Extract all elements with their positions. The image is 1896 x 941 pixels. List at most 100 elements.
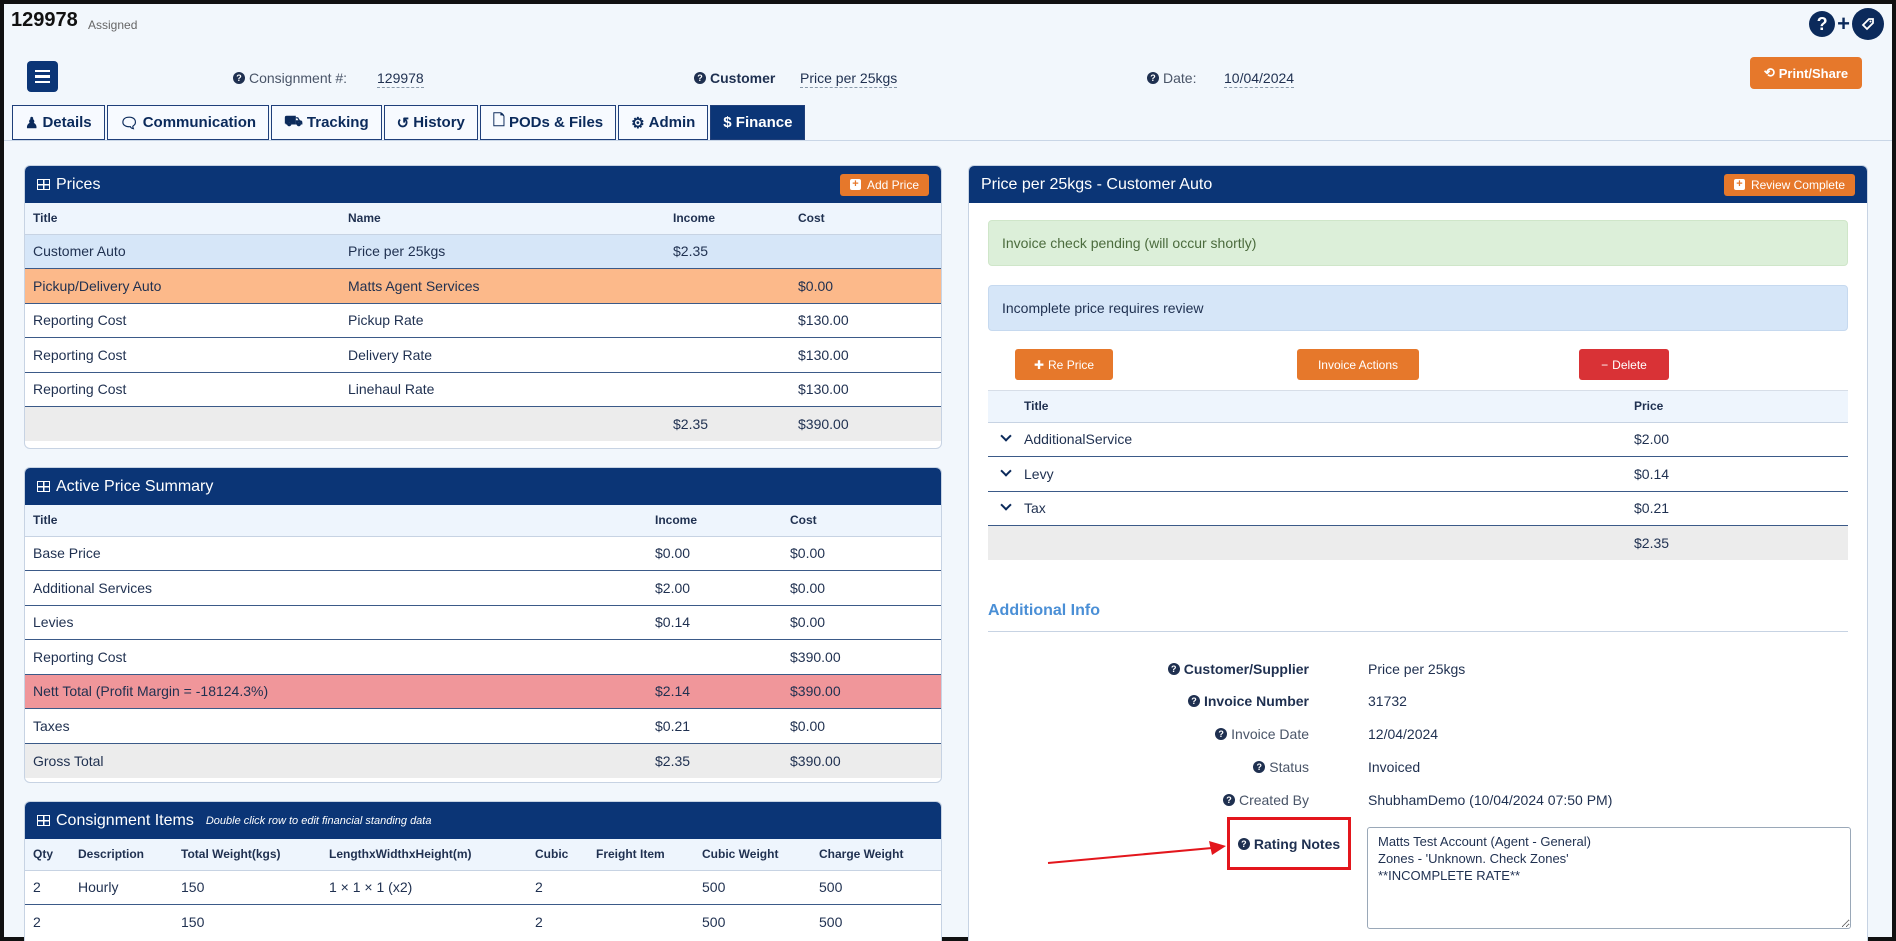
- column-header: LengthxWidthxHeight(m): [321, 839, 527, 871]
- plus-icon[interactable]: +: [1837, 11, 1850, 36]
- price-summary-header: Active Price Summary: [25, 468, 941, 505]
- table-row: Base Price $0.00 $0.00: [25, 536, 941, 571]
- table-row[interactable]: Reporting Cost Linehaul Rate $130.00: [25, 372, 941, 407]
- rating-notes-label: ? Rating Notes: [1227, 817, 1351, 870]
- table-row[interactable]: 2 Hourly 150 1 × 1 × 1 (x2) 2 500 500: [25, 870, 941, 905]
- menu-button[interactable]: [27, 61, 58, 92]
- history-icon: ↺: [396, 114, 410, 132]
- consignment-label: ? Consignment #:: [233, 70, 347, 86]
- items-subtitle: Double click row to edit financial stand…: [205, 814, 432, 827]
- column-header: Cubic Weight: [694, 839, 811, 871]
- file-icon: 🗋: [492, 112, 505, 129]
- table-icon: [37, 481, 50, 492]
- column-header: Cubic: [527, 839, 588, 871]
- column-header: Qty: [25, 839, 70, 871]
- minus-icon: −: [1601, 357, 1609, 372]
- truck-icon: ⛟: [284, 113, 303, 130]
- prices-header: Prices + Add Price: [25, 166, 941, 203]
- plus-icon: +: [849, 179, 861, 190]
- column-header: Total Weight(kgs): [173, 839, 321, 871]
- prices-panel: Prices + Add Price Title Name Income Cost…: [24, 165, 942, 449]
- tag-icon[interactable]: [1852, 8, 1884, 40]
- add-price-button[interactable]: + Add Price: [839, 173, 929, 196]
- tab-tracking[interactable]: ⛟ Tracking: [271, 105, 382, 140]
- invoice-actions-button[interactable]: Invoice Actions: [1297, 349, 1419, 380]
- table-row: Levies $0.14 $0.00: [25, 605, 941, 640]
- top-icons: ? +: [1809, 8, 1884, 40]
- prices-table: Title Name Income Cost Customer Auto Pric…: [25, 203, 941, 441]
- table-row[interactable]: Customer Auto Price per 25kgs $2.35: [25, 234, 941, 269]
- customer-field[interactable]: Price per 25kgs: [800, 70, 898, 88]
- price-summary-panel: Active Price Summary Title Income Cost B…: [24, 467, 942, 783]
- tab-admin[interactable]: ⚙ Admin: [618, 105, 709, 140]
- rating-notes-textarea[interactable]: [1367, 827, 1851, 929]
- share-icon: ⟲: [1763, 65, 1775, 80]
- table-row[interactable]: Levy $0.14: [988, 456, 1848, 492]
- table-row[interactable]: Pickup/Delivery Auto Matts Agent Services…: [25, 268, 941, 304]
- info-created-by: ? Created By ShubhamDemo (10/04/2024 07:5…: [969, 792, 1867, 816]
- re-price-button[interactable]: ✚ Re Price: [1015, 349, 1113, 380]
- price-detail-header: Price per 25kgs - Customer Auto + Review …: [969, 166, 1867, 203]
- tab-divider: [4, 140, 1892, 141]
- consignment-number-field[interactable]: 129978: [377, 70, 424, 88]
- table-row[interactable]: Tax $0.21: [988, 491, 1848, 526]
- column-header: Name: [340, 203, 665, 235]
- table-row: Taxes $0.21 $0.00: [25, 708, 941, 744]
- table-row[interactable]: AdditionalService $2.00: [988, 422, 1848, 457]
- question-icon[interactable]: ?: [1809, 11, 1836, 37]
- comment-icon: 🗨: [119, 114, 139, 132]
- tab-bar: ♟ Details 🗨 Communication ⛟ Tracking ↺ Histo…: [12, 105, 806, 140]
- info-invoice-date: ? Invoice Date 12/04/2024: [969, 726, 1867, 750]
- date-label: ? Date:: [1147, 70, 1196, 86]
- consignment-items-header: Consignment Items Double click row to ed…: [25, 802, 941, 839]
- tab-history[interactable]: ↺ History: [383, 105, 478, 140]
- column-header: Description: [70, 839, 173, 871]
- date-field[interactable]: 10/04/2024: [1224, 70, 1295, 88]
- table-row[interactable]: 2 150 2 500 500: [33, 914, 843, 930]
- table-row: Reporting Cost $390.00: [25, 639, 941, 675]
- table-row[interactable]: Reporting Cost Pickup Rate $130.00: [25, 303, 941, 338]
- column-header: Title: [25, 505, 647, 537]
- consignment-id: 129978: [11, 9, 78, 31]
- gross-total-row: Gross Total $2.35 $390.00: [25, 743, 941, 778]
- question-icon: ?: [1237, 837, 1250, 850]
- invoice-check-alert: Invoice check pending (will occur shortl…: [988, 220, 1848, 266]
- delete-button[interactable]: − Delete: [1579, 349, 1669, 380]
- question-icon: ?: [1147, 72, 1159, 84]
- tab-finance[interactable]: $ Finance: [710, 105, 806, 140]
- print-share-button[interactable]: ⟲ Print/Share: [1750, 57, 1862, 89]
- table-icon: [37, 179, 50, 190]
- question-icon: ?: [1167, 663, 1180, 675]
- user-icon: ♟: [25, 114, 39, 132]
- chevron-down-icon[interactable]: [1000, 465, 1012, 477]
- table-icon: [37, 815, 50, 826]
- column-header: Price: [1626, 391, 1848, 423]
- gear-icon: ⚙: [631, 114, 645, 132]
- consignment-items-panel: Consignment Items Double click row to ed…: [24, 801, 942, 941]
- column-header: Income: [647, 505, 782, 537]
- totals-row: $2.35: [988, 525, 1848, 560]
- question-icon: ?: [1187, 695, 1200, 707]
- additional-info-title: Additional Info: [988, 602, 1848, 632]
- nett-total-row: Nett Total (Profit Margin = -18124.3%) $2…: [25, 674, 941, 709]
- tab-details[interactable]: ♟ Details: [12, 105, 105, 140]
- tab-pods-files[interactable]: 🗋 PODs & Files: [479, 105, 617, 140]
- column-header: Income: [665, 203, 790, 235]
- review-complete-button[interactable]: + Review Complete: [1723, 173, 1855, 196]
- chevron-down-icon[interactable]: [1000, 430, 1012, 442]
- annotation-arrow-icon: [1047, 841, 1226, 864]
- chevron-down-icon[interactable]: [1000, 499, 1012, 511]
- table-row: Additional Services $2.00 $0.00: [25, 570, 941, 606]
- info-invoice-number: ? Invoice Number 31732: [969, 693, 1867, 717]
- price-summary-table: Title Income Cost Base Price $0.00 $0.00 A…: [25, 505, 941, 778]
- status-badge: Assigned: [88, 18, 138, 32]
- question-icon: ?: [1215, 728, 1228, 740]
- column-header: Cost: [782, 505, 941, 537]
- price-breakdown-table: Title Price AdditionalService $2.00 Levy…: [988, 391, 1848, 560]
- column-header: Title: [988, 391, 1626, 423]
- question-icon: ?: [1253, 761, 1266, 773]
- price-detail-panel: Price per 25kgs - Customer Auto + Review …: [968, 165, 1868, 941]
- tab-communication[interactable]: 🗨 Communication: [106, 105, 270, 140]
- table-row[interactable]: Reporting Cost Delivery Rate $130.00: [25, 337, 941, 373]
- question-icon: ?: [1222, 794, 1235, 806]
